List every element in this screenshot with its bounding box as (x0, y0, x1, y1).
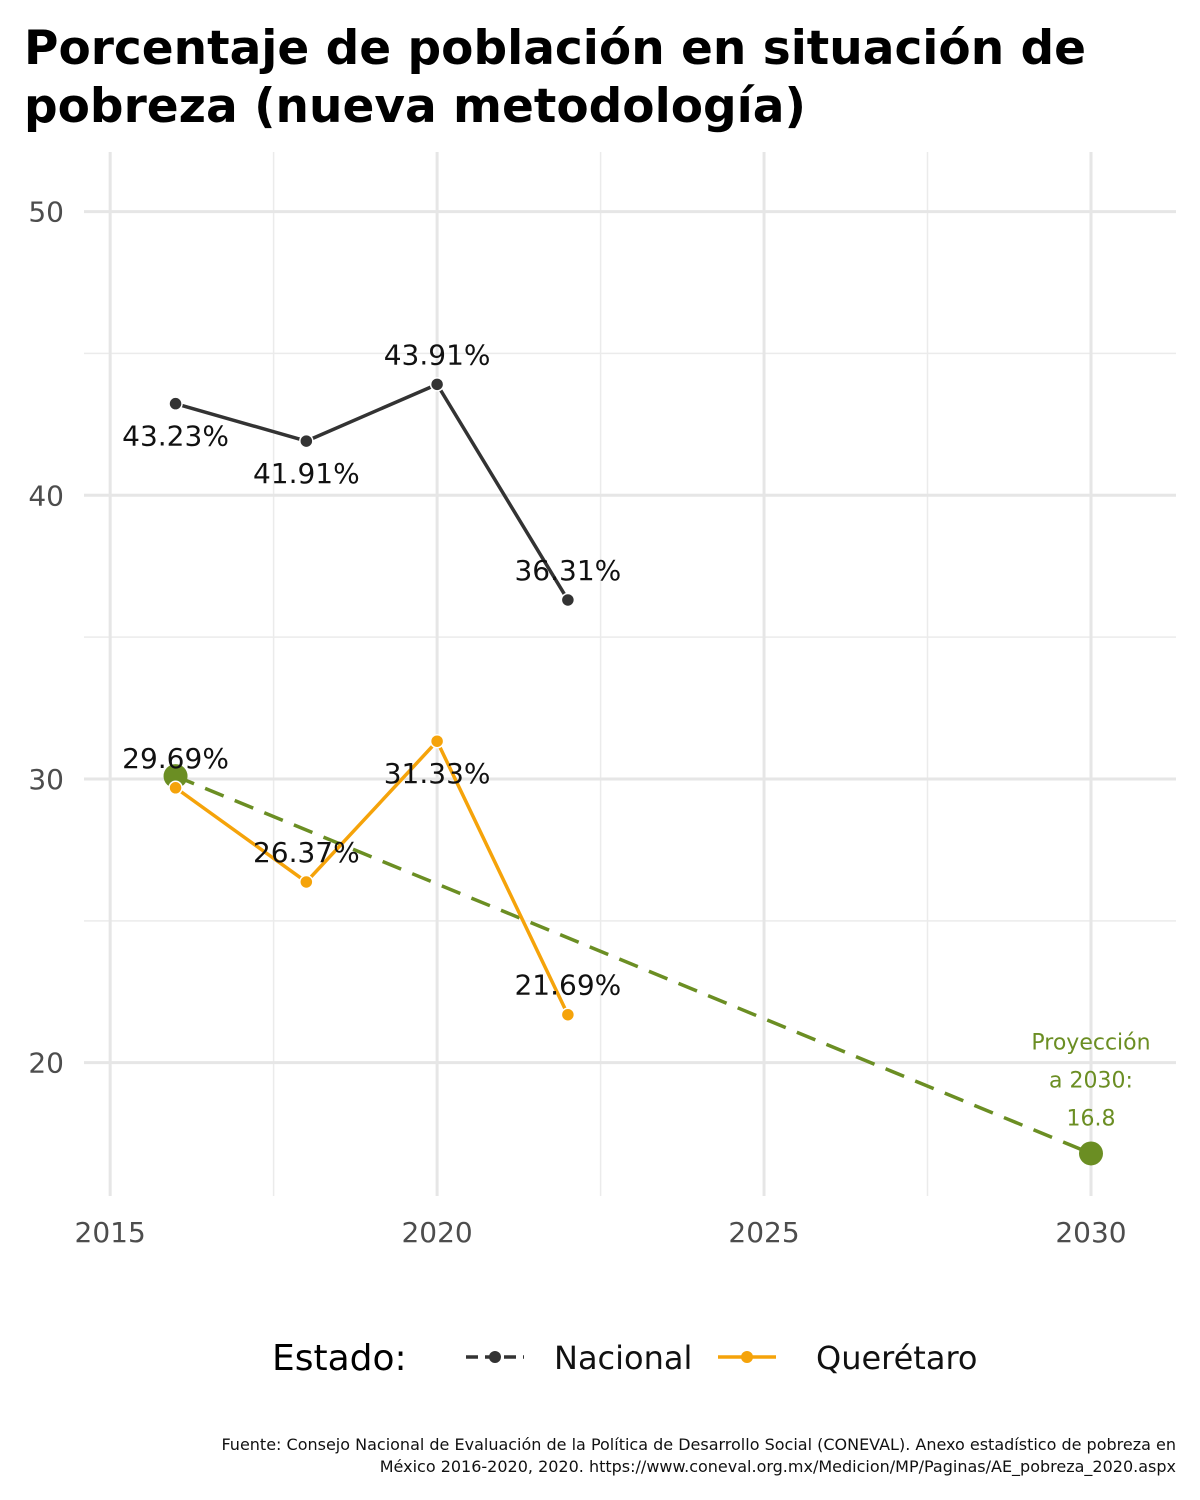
data-point-quer-taro (560, 1007, 576, 1022)
projection-line (174, 774, 1092, 1156)
x-tick-label: 2030 (1055, 1216, 1126, 1249)
projection-label: a 2030: (1049, 1068, 1133, 1093)
x-tick-label: 2020 (401, 1216, 472, 1249)
chart-title-line-2: pobreza (nueva metodología) (24, 79, 806, 134)
y-tick-label: 30 (28, 763, 64, 796)
data-point-quer-taro (429, 733, 445, 749)
projection-layer: Proyección a 2030: 16.8 (163, 764, 1151, 1166)
data-label-quer-taro: 31.33% (384, 757, 491, 790)
data-label-layer: 43.23% 41.91% 43.91% 36.31% 29.69% 26.37% 31.3… (122, 338, 621, 1001)
legend-title: Estado: (272, 1338, 407, 1379)
legend: Estado: Nacional Querétaro (272, 1338, 977, 1379)
data-label-quer-taro: 21.69% (514, 969, 621, 1002)
legend-label-nacional: Nacional (554, 1339, 692, 1377)
data-point-nacional (560, 592, 576, 608)
data-label-quer-taro: 29.69% (122, 742, 229, 775)
projection-label: Proyección (1031, 1030, 1150, 1055)
source-note-line-1: Fuente: Consejo Nacional de Evaluación d… (221, 1435, 1176, 1454)
y-tick-label: 20 (28, 1047, 64, 1080)
data-label-quer-taro: 26.37% (253, 836, 360, 869)
plot-grid (84, 152, 1176, 1196)
data-point-quer-taro (168, 780, 183, 796)
data-label-nacional: 43.91% (384, 338, 491, 371)
data-point-nacional (299, 433, 314, 449)
legend-key-dot-nacional (489, 1351, 501, 1363)
data-label-nacional: 41.91% (253, 457, 360, 490)
y-tick-label: 40 (28, 479, 64, 512)
legend-key-dot-quer-taro (741, 1351, 753, 1363)
x-tick-label: 2025 (728, 1216, 799, 1249)
series-line-quer-taro (174, 739, 570, 1016)
series-line-nacional (175, 382, 570, 601)
legend-label-quer-taro: Querétaro (816, 1339, 977, 1377)
projection-start-point (163, 764, 188, 789)
data-point-quer-taro (299, 874, 314, 890)
series-layer (168, 377, 576, 1022)
data-point-nacional (429, 377, 445, 392)
data-point-nacional (168, 396, 183, 411)
x-tick-label: 2015 (75, 1216, 146, 1249)
chart-title-line-1: Porcentaje de población en situación de (24, 21, 1086, 76)
y-tick-label: 50 (28, 196, 64, 229)
projection-end-point (1078, 1141, 1103, 1166)
data-label-nacional: 36.31% (514, 554, 621, 587)
source-note-line-2: México 2016-2020, 2020. https://www.cone… (380, 1457, 1176, 1477)
data-label-nacional: 43.23% (122, 420, 229, 453)
projection-label: 16.8 (1067, 1106, 1116, 1131)
